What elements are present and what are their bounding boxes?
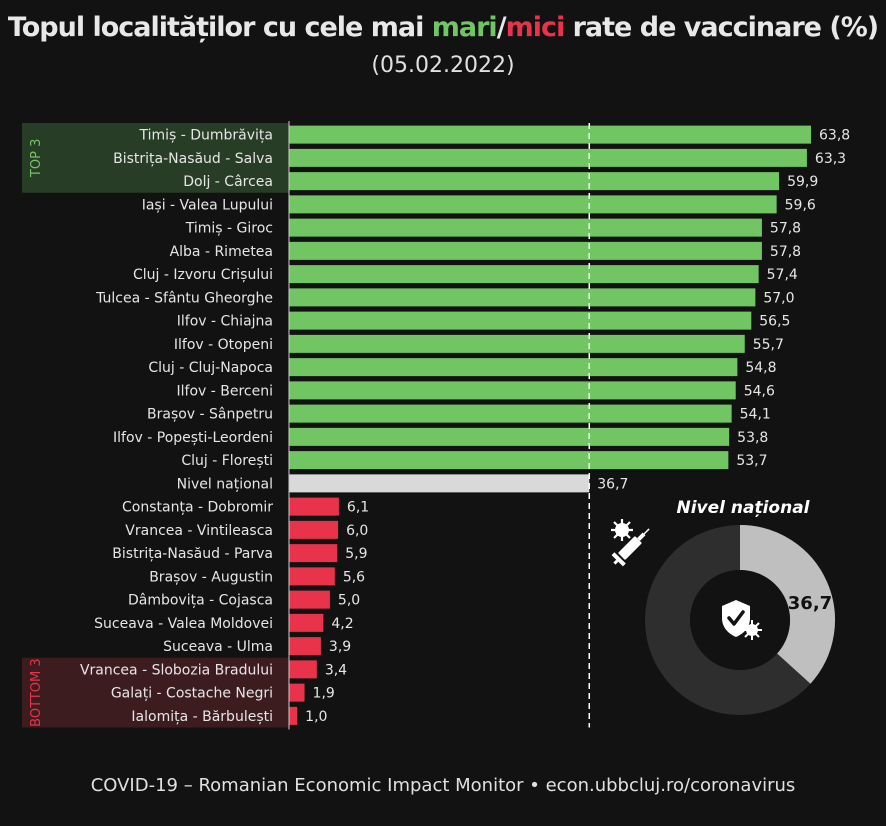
virus-syringe-icon [611, 519, 650, 567]
bar [289, 544, 338, 563]
value-label: 3,4 [325, 662, 347, 678]
value-label: 56,5 [759, 314, 790, 330]
category-label: Brașov - Augustin [149, 569, 273, 585]
value-label: 5,0 [338, 593, 360, 609]
category-label: Galați - Costache Negri [111, 686, 273, 702]
category-label: Dolj - Cârcea [183, 174, 273, 190]
category-label: Timiș - Dumbrăvița [138, 128, 273, 144]
value-label: 6,1 [347, 500, 369, 516]
category-label: Iași - Valea Lupului [142, 197, 273, 213]
chart-title: Topul localităților cu cele mai mari/mic… [7, 12, 879, 43]
category-label: Timiș - Giroc [185, 221, 273, 237]
bar [289, 265, 759, 284]
category-label: Ilfov - Chiajna [177, 314, 273, 330]
category-label: Bistrița-Nasăud - Parva [112, 546, 273, 562]
donut-title: Nivel național [676, 498, 810, 518]
value-label: 55,7 [753, 337, 784, 353]
bar [289, 683, 305, 702]
title-high-word: mari [431, 12, 498, 43]
bar [289, 567, 335, 586]
category-label: Dâmbovița - Cojasca [128, 593, 273, 609]
category-label: Nivel național [177, 476, 273, 492]
category-label: Suceava - Valea Moldovei [94, 616, 273, 632]
bottom3-label: BOTTOM 3 [29, 658, 44, 726]
category-label: Vrancea - Slobozia Bradului [80, 662, 273, 678]
footer-source: COVID-19 – Romanian Economic Impact Moni… [90, 775, 796, 796]
value-label: 57,8 [770, 244, 801, 260]
bar [289, 520, 339, 539]
value-label: 54,6 [744, 383, 775, 399]
value-label: 54,8 [745, 360, 776, 376]
bar [289, 311, 752, 330]
category-label: Vrancea - Vintileasca [125, 523, 273, 539]
bar [289, 451, 729, 470]
value-label: 5,6 [343, 569, 365, 585]
value-label: 63,8 [819, 128, 850, 144]
bar [289, 497, 339, 516]
value-label: 57,4 [767, 267, 798, 283]
bar [289, 474, 590, 493]
bar [289, 660, 317, 679]
value-label: 6,0 [346, 523, 368, 539]
category-label: Suceava - Ulma [163, 639, 273, 655]
bar [289, 241, 762, 260]
bar [289, 218, 762, 237]
value-label: 53,7 [736, 453, 767, 469]
category-label: Cluj - Florești [181, 453, 273, 469]
value-label: 57,8 [770, 221, 801, 237]
category-label: Cluj - Izvoru Crișului [133, 267, 273, 283]
category-label: Brașov - Sânpetru [147, 407, 273, 423]
bottom3-highlight [22, 657, 289, 728]
category-label: Tulcea - Sfântu Gheorghe [95, 290, 273, 306]
value-label: 1,9 [313, 686, 335, 702]
bar [289, 172, 780, 191]
bar [289, 613, 324, 632]
bar [289, 381, 736, 400]
bar [289, 334, 745, 353]
value-label: 4,2 [331, 616, 353, 632]
bar [289, 148, 807, 167]
top3-highlight [22, 123, 289, 193]
bar [289, 195, 777, 214]
donut-national-slice [739, 525, 835, 684]
title-low-word: mici [505, 12, 566, 43]
bar [289, 358, 738, 377]
bar [289, 288, 756, 307]
category-label: Ilfov - Popești-Leordeni [113, 430, 273, 446]
value-label: 59,9 [787, 174, 818, 190]
value-label: 1,0 [305, 709, 327, 725]
value-label: 57,0 [763, 290, 794, 306]
value-label: 5,9 [345, 546, 367, 562]
value-label: 54,1 [740, 407, 771, 423]
donut-value-label: 36,7 [788, 593, 832, 614]
value-label: 3,9 [329, 639, 351, 655]
chart-subtitle: (05.02.2022) [371, 53, 515, 78]
bar [289, 637, 321, 656]
category-label: Ilfov - Berceni [177, 383, 274, 399]
bar [289, 404, 732, 423]
category-label: Constanța - Dobromir [122, 500, 273, 516]
category-label: Ilfov - Otopeni [174, 337, 273, 353]
value-label: 59,6 [785, 197, 816, 213]
bar [289, 125, 811, 144]
category-label: Alba - Rimetea [170, 244, 273, 260]
top3-label: TOP 3 [29, 139, 44, 178]
bar [289, 590, 330, 609]
category-label: Cluj - Cluj-Napoca [148, 360, 273, 376]
value-label: 53,8 [737, 430, 768, 446]
category-label: Ialomița - Bărbulești [131, 709, 273, 725]
category-label: Bistrița-Nasăud - Salva [113, 151, 273, 167]
bar [289, 706, 298, 725]
bar [289, 427, 730, 446]
value-label: 63,3 [815, 151, 846, 167]
shield-check-virus-icon [722, 600, 762, 640]
value-label: 36,7 [597, 476, 628, 492]
